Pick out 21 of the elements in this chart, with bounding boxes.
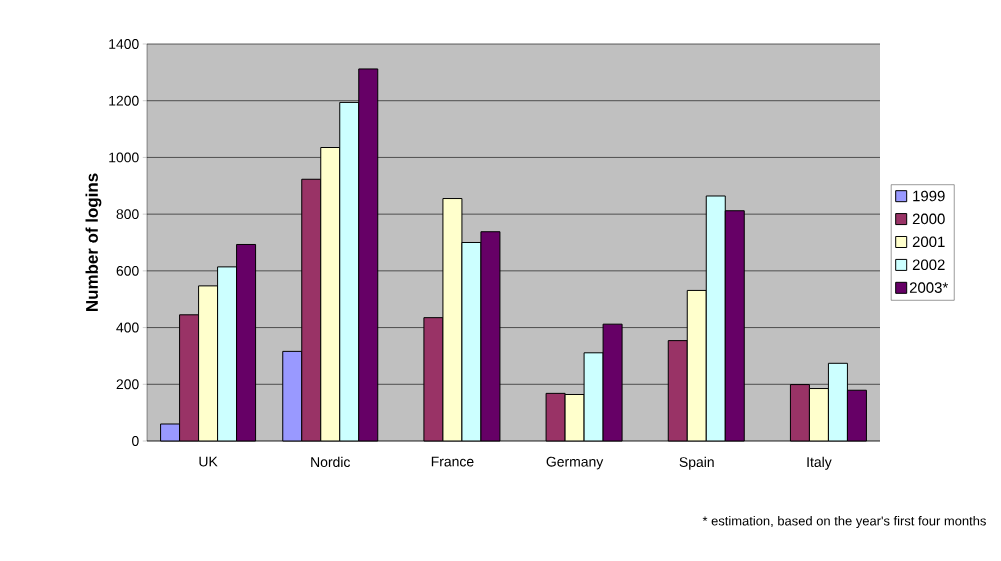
text: * estimation, based on the year's first four months [702, 515, 986, 529]
x-tick-label: UK [199, 456, 218, 467]
legend-label: 2000 [912, 213, 945, 225]
y-axis-title: Number of logins [85, 173, 102, 311]
y-tick-label: 400 [116, 322, 139, 333]
legend-label: 2003* [909, 282, 948, 293]
y-tick-label: 600 [116, 265, 139, 276]
x-tick-label: Germany [546, 456, 604, 470]
x-tick-label: Italy [807, 456, 832, 470]
y-tick-label: 1000 [109, 152, 139, 163]
y-tick-label: 200 [116, 379, 139, 390]
x-tick-label: Spain [679, 456, 714, 470]
y-tick-label: 1200 [109, 95, 139, 106]
y-tick-label: 1400 [109, 39, 139, 49]
y-tick-label: 800 [116, 209, 139, 220]
legend-label: 1999 [913, 190, 945, 202]
x-tick-label: France [431, 456, 474, 467]
y-tick-label: 0 [132, 436, 139, 446]
legend-label: 2002 [912, 259, 945, 271]
x-tick-label: Nordic [311, 456, 351, 468]
legend-label: 2001 [912, 236, 945, 248]
